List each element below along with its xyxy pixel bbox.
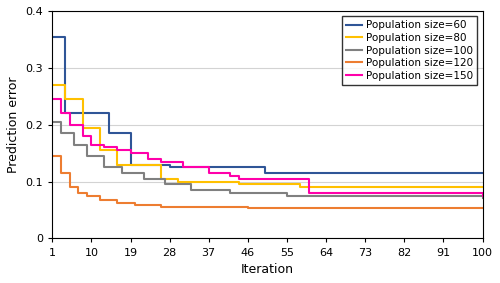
Population size=150 xyxy=(128,151,134,155)
Population size=100 xyxy=(284,194,290,198)
Population size=150 xyxy=(158,160,164,163)
Population size=60 xyxy=(50,35,56,38)
Line: Population size=120: Population size=120 xyxy=(52,156,482,208)
Population size=150 xyxy=(228,174,234,178)
Population size=100 xyxy=(58,132,64,135)
Population size=150 xyxy=(480,194,486,198)
Population size=100 xyxy=(119,171,125,175)
Population size=80 xyxy=(50,83,56,87)
Population size=60 xyxy=(480,171,486,175)
Population size=100 xyxy=(71,143,77,146)
Population size=150 xyxy=(206,171,212,175)
Population size=100 xyxy=(188,188,194,192)
Population size=100 xyxy=(480,196,486,199)
Population size=120 xyxy=(76,191,82,195)
Population size=60 xyxy=(262,171,268,175)
Population size=80 xyxy=(176,180,182,183)
Population size=80 xyxy=(236,183,242,186)
Population size=80 xyxy=(140,163,146,166)
Population size=150 xyxy=(102,146,107,149)
Population size=150 xyxy=(80,134,86,138)
Population size=100 xyxy=(102,166,107,169)
Y-axis label: Prediction error: Prediction error xyxy=(7,76,20,173)
Population size=150 xyxy=(180,166,186,169)
Population size=150 xyxy=(88,143,94,146)
Population size=120 xyxy=(219,205,225,209)
Line: Population size=60: Population size=60 xyxy=(52,37,482,173)
Population size=100 xyxy=(140,177,146,181)
Population size=80 xyxy=(114,163,120,166)
Population size=80 xyxy=(80,126,86,129)
Population size=60 xyxy=(140,163,146,166)
Population size=150 xyxy=(145,157,151,160)
Population size=100 xyxy=(162,183,168,186)
Population size=80 xyxy=(62,97,68,101)
Population size=120 xyxy=(245,206,251,209)
Population size=100 xyxy=(50,120,56,124)
Legend: Population size=60, Population size=80, Population size=100, Population size=120: Population size=60, Population size=80, … xyxy=(342,16,477,85)
Population size=80 xyxy=(97,149,103,152)
X-axis label: Iteration: Iteration xyxy=(241,263,294,276)
Population size=120 xyxy=(84,194,90,198)
Population size=60 xyxy=(106,132,112,135)
Population size=60 xyxy=(88,112,94,115)
Population size=120 xyxy=(158,205,164,209)
Population size=150 xyxy=(66,123,72,127)
Population size=60 xyxy=(128,163,134,166)
Population size=100 xyxy=(84,154,90,158)
Population size=150 xyxy=(306,191,312,195)
Population size=120 xyxy=(66,186,72,189)
Line: Population size=80: Population size=80 xyxy=(52,85,482,187)
Population size=120 xyxy=(132,204,138,207)
Population size=80 xyxy=(480,186,486,189)
Population size=60 xyxy=(284,171,290,175)
Population size=80 xyxy=(297,186,303,189)
Population size=120 xyxy=(58,171,64,175)
Line: Population size=100: Population size=100 xyxy=(52,122,482,198)
Population size=120 xyxy=(97,198,103,201)
Population size=80 xyxy=(158,177,164,181)
Population size=150 xyxy=(58,112,64,115)
Population size=120 xyxy=(114,201,120,205)
Population size=60 xyxy=(62,112,68,115)
Population size=120 xyxy=(50,154,56,158)
Population size=150 xyxy=(114,149,120,152)
Line: Population size=150: Population size=150 xyxy=(52,99,482,196)
Population size=100 xyxy=(228,191,234,195)
Population size=150 xyxy=(50,97,56,101)
Population size=60 xyxy=(166,166,172,169)
Population size=150 xyxy=(236,177,242,181)
Population size=120 xyxy=(480,206,486,209)
